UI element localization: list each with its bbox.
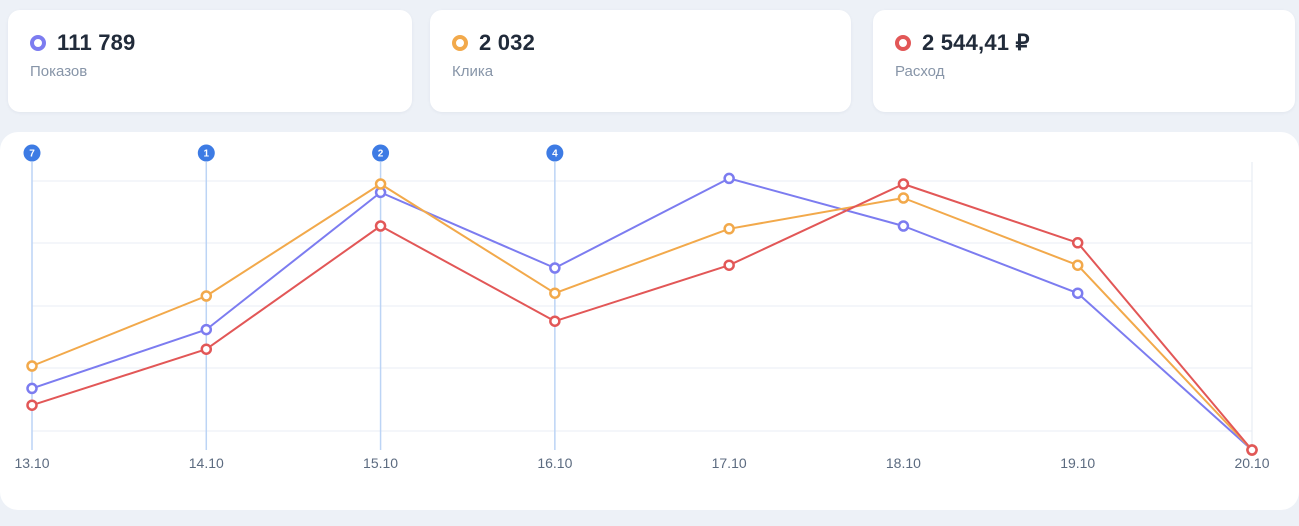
data-point-impressions[interactable] xyxy=(549,262,561,274)
data-point-cost[interactable] xyxy=(1071,237,1084,249)
data-point-clicks[interactable] xyxy=(897,192,910,204)
x-axis-label: 13.10 xyxy=(14,455,49,471)
data-point-impressions[interactable] xyxy=(26,382,38,395)
data-point-cost[interactable] xyxy=(723,259,735,271)
data-point-cost[interactable] xyxy=(549,315,561,327)
clicks-label: Клика xyxy=(452,63,494,80)
metric-card-impressions[interactable]: 111 789 Показов xyxy=(8,10,412,112)
annotation-badge[interactable] xyxy=(372,144,390,162)
annotation-badge-label: 7 xyxy=(29,149,35,160)
data-point-cost[interactable] xyxy=(26,399,38,411)
annotation-badge[interactable] xyxy=(197,144,215,162)
metric-card-clicks[interactable]: 2 032 Клика xyxy=(430,10,851,112)
x-axis-label: 15.10 xyxy=(363,455,398,471)
annotation-badge[interactable] xyxy=(546,144,564,162)
impressions-value: 111 789 xyxy=(57,30,136,55)
x-axis-label: 17.10 xyxy=(712,455,747,471)
data-point-impressions[interactable] xyxy=(200,323,213,336)
metric-card-cost[interactable]: 2 544,41 ₽ Расход xyxy=(873,10,1295,112)
series-line-cost xyxy=(31,183,1253,451)
impressions-ring-icon xyxy=(30,35,46,51)
annotation-badge-label: 4 xyxy=(552,149,558,160)
data-point-clicks[interactable] xyxy=(723,223,735,235)
performance-line-chart: 7 1 2 4 13.10 14.10 15.10 16.10 17.10 18.10 19.10 2… xyxy=(14,144,1270,471)
data-point-impressions[interactable] xyxy=(723,172,735,185)
data-point-clicks[interactable] xyxy=(26,360,38,372)
data-point-impressions[interactable] xyxy=(1071,287,1084,299)
clicks-value: 2 032 xyxy=(479,30,536,55)
metric-card-header: 2 032 xyxy=(452,30,829,56)
x-axis-label: 18.10 xyxy=(886,455,921,471)
annotation-badge[interactable] xyxy=(23,144,41,162)
cost-value: 2 544,41 ₽ xyxy=(922,30,1030,55)
data-point-clicks[interactable] xyxy=(374,178,387,190)
chart-panel: 7 1 2 4 13.10 14.10 15.10 16.10 17.10 18.10 19.10 2… xyxy=(0,132,1299,510)
data-point-impressions[interactable] xyxy=(897,220,910,232)
data-point-clicks[interactable] xyxy=(1071,259,1084,271)
x-axis-label: 19.10 xyxy=(1060,455,1095,471)
data-point-cost[interactable] xyxy=(200,343,213,355)
clicks-ring-icon xyxy=(452,35,468,51)
series-line-clicks xyxy=(31,183,1253,451)
metric-card-header: 2 544,41 ₽ xyxy=(895,30,1273,56)
data-point-cost[interactable] xyxy=(1246,444,1258,456)
annotation-badge-label: 2 xyxy=(378,149,384,160)
data-point-cost[interactable] xyxy=(897,178,910,190)
x-axis-label: 20.10 xyxy=(1234,455,1269,471)
series-line-impressions xyxy=(31,177,1253,451)
data-point-clicks[interactable] xyxy=(549,287,561,299)
x-axis-label: 16.10 xyxy=(537,455,572,471)
annotation-badge-label: 1 xyxy=(204,149,210,160)
cost-ring-icon xyxy=(895,35,911,51)
metric-card-header: 111 789 xyxy=(30,30,390,56)
cost-label: Расход xyxy=(895,63,945,80)
impressions-label: Показов xyxy=(30,63,88,80)
data-point-clicks[interactable] xyxy=(200,290,213,302)
data-point-cost[interactable] xyxy=(374,220,387,232)
x-axis-label: 14.10 xyxy=(189,455,224,471)
